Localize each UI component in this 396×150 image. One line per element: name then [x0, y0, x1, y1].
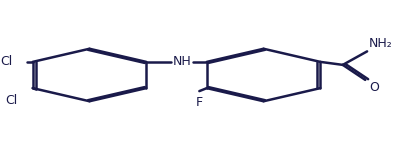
Text: Cl: Cl — [6, 94, 18, 107]
Text: Cl: Cl — [0, 55, 12, 68]
Text: O: O — [369, 81, 379, 94]
Text: NH: NH — [172, 55, 191, 68]
Text: F: F — [196, 96, 203, 109]
Text: NH₂: NH₂ — [369, 37, 393, 50]
